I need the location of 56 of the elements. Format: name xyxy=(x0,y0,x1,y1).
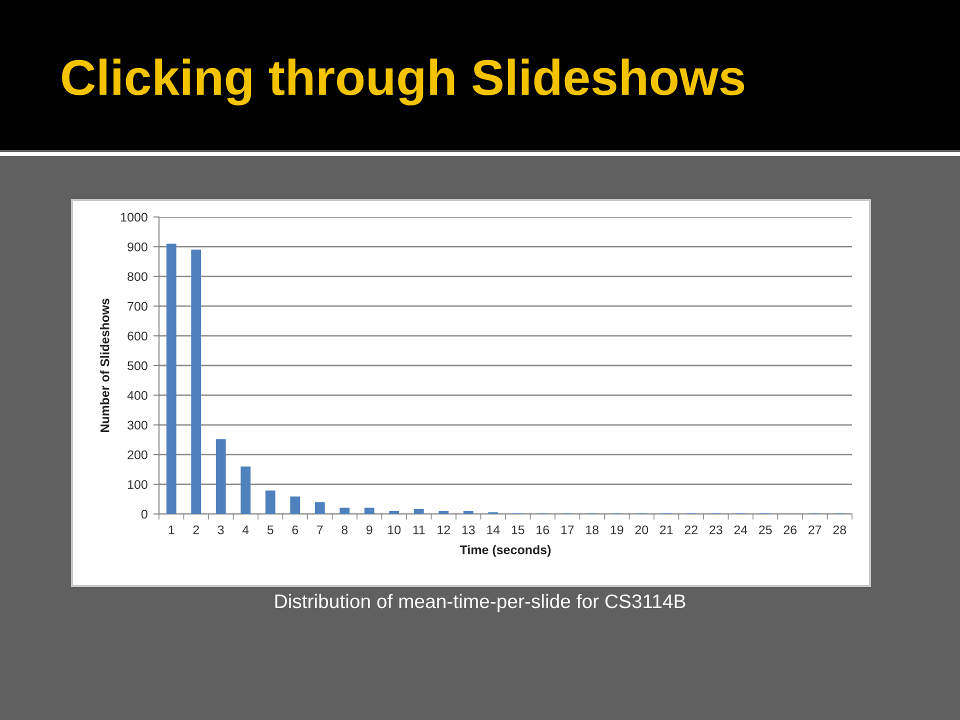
chart-title: Clicking through Slideshows xyxy=(62,58,744,106)
x-tick-label: 3 xyxy=(218,525,224,534)
x-tick-label: 13 xyxy=(462,525,475,534)
y-tick-label: 300 xyxy=(128,420,148,430)
x-tick-label: 9 xyxy=(366,525,372,534)
bar xyxy=(438,511,449,514)
x-tick-label: 24 xyxy=(734,525,748,534)
bar xyxy=(314,502,325,514)
x-tick-label: 21 xyxy=(660,525,673,534)
x-tick-label: 19 xyxy=(610,525,624,534)
x-axis-title: Time (seconds) xyxy=(460,545,551,557)
x-tick-label: 16 xyxy=(536,525,550,534)
x-tick-label: 8 xyxy=(342,525,348,534)
bar xyxy=(364,508,374,514)
y-tick-label: 1000 xyxy=(121,212,148,222)
x-tick-label: 23 xyxy=(710,525,722,534)
x-tick-label: 7 xyxy=(317,526,323,534)
x-tick-label: 6 xyxy=(292,525,298,534)
x-tick-label: 14 xyxy=(487,526,500,534)
bar xyxy=(389,511,400,514)
y-tick-label: 400 xyxy=(127,391,148,400)
x-tick-label: 5 xyxy=(267,526,274,534)
x-tick-label: 1 xyxy=(168,526,174,534)
x-tick-label: 22 xyxy=(684,525,698,534)
bar xyxy=(414,508,424,514)
x-tick-label: 17 xyxy=(561,526,574,534)
y-tick-label: 600 xyxy=(128,332,148,340)
y-tick-label: 500 xyxy=(128,361,148,370)
x-tick-label: 28 xyxy=(833,525,846,534)
y-tick-label: 800 xyxy=(128,272,148,282)
x-tick-label: 2 xyxy=(193,525,199,534)
x-tick-label: 11 xyxy=(413,526,425,534)
x-tick-label: 27 xyxy=(808,525,822,534)
x-tick-label: 20 xyxy=(635,525,648,534)
x-tick-label: 10 xyxy=(388,525,401,534)
text: Distribution of mean-time-per-slide for CS3114B xyxy=(275,594,686,612)
bar xyxy=(265,490,276,514)
y-tick-label: 900 xyxy=(128,242,148,252)
y-tick-label: 0 xyxy=(141,510,148,519)
y-tick-label: 700 xyxy=(128,302,148,311)
bar xyxy=(216,439,226,514)
bar xyxy=(166,244,176,514)
x-tick-label: 4 xyxy=(242,526,249,534)
x-tick-label: 25 xyxy=(759,525,772,534)
y-tick-label: 100 xyxy=(128,480,148,489)
bar xyxy=(191,250,202,514)
x-tick-label: 18 xyxy=(586,525,599,534)
y-axis-title: Number of Slideshows xyxy=(100,298,110,432)
x-tick-label: 12 xyxy=(438,525,450,534)
x-tick-label: 15 xyxy=(512,526,524,534)
bar xyxy=(290,496,300,514)
x-tick-label: 26 xyxy=(784,525,797,534)
bar xyxy=(463,511,474,514)
bar xyxy=(240,466,251,514)
y-tick-label: 200 xyxy=(128,450,148,460)
bar xyxy=(340,508,350,514)
